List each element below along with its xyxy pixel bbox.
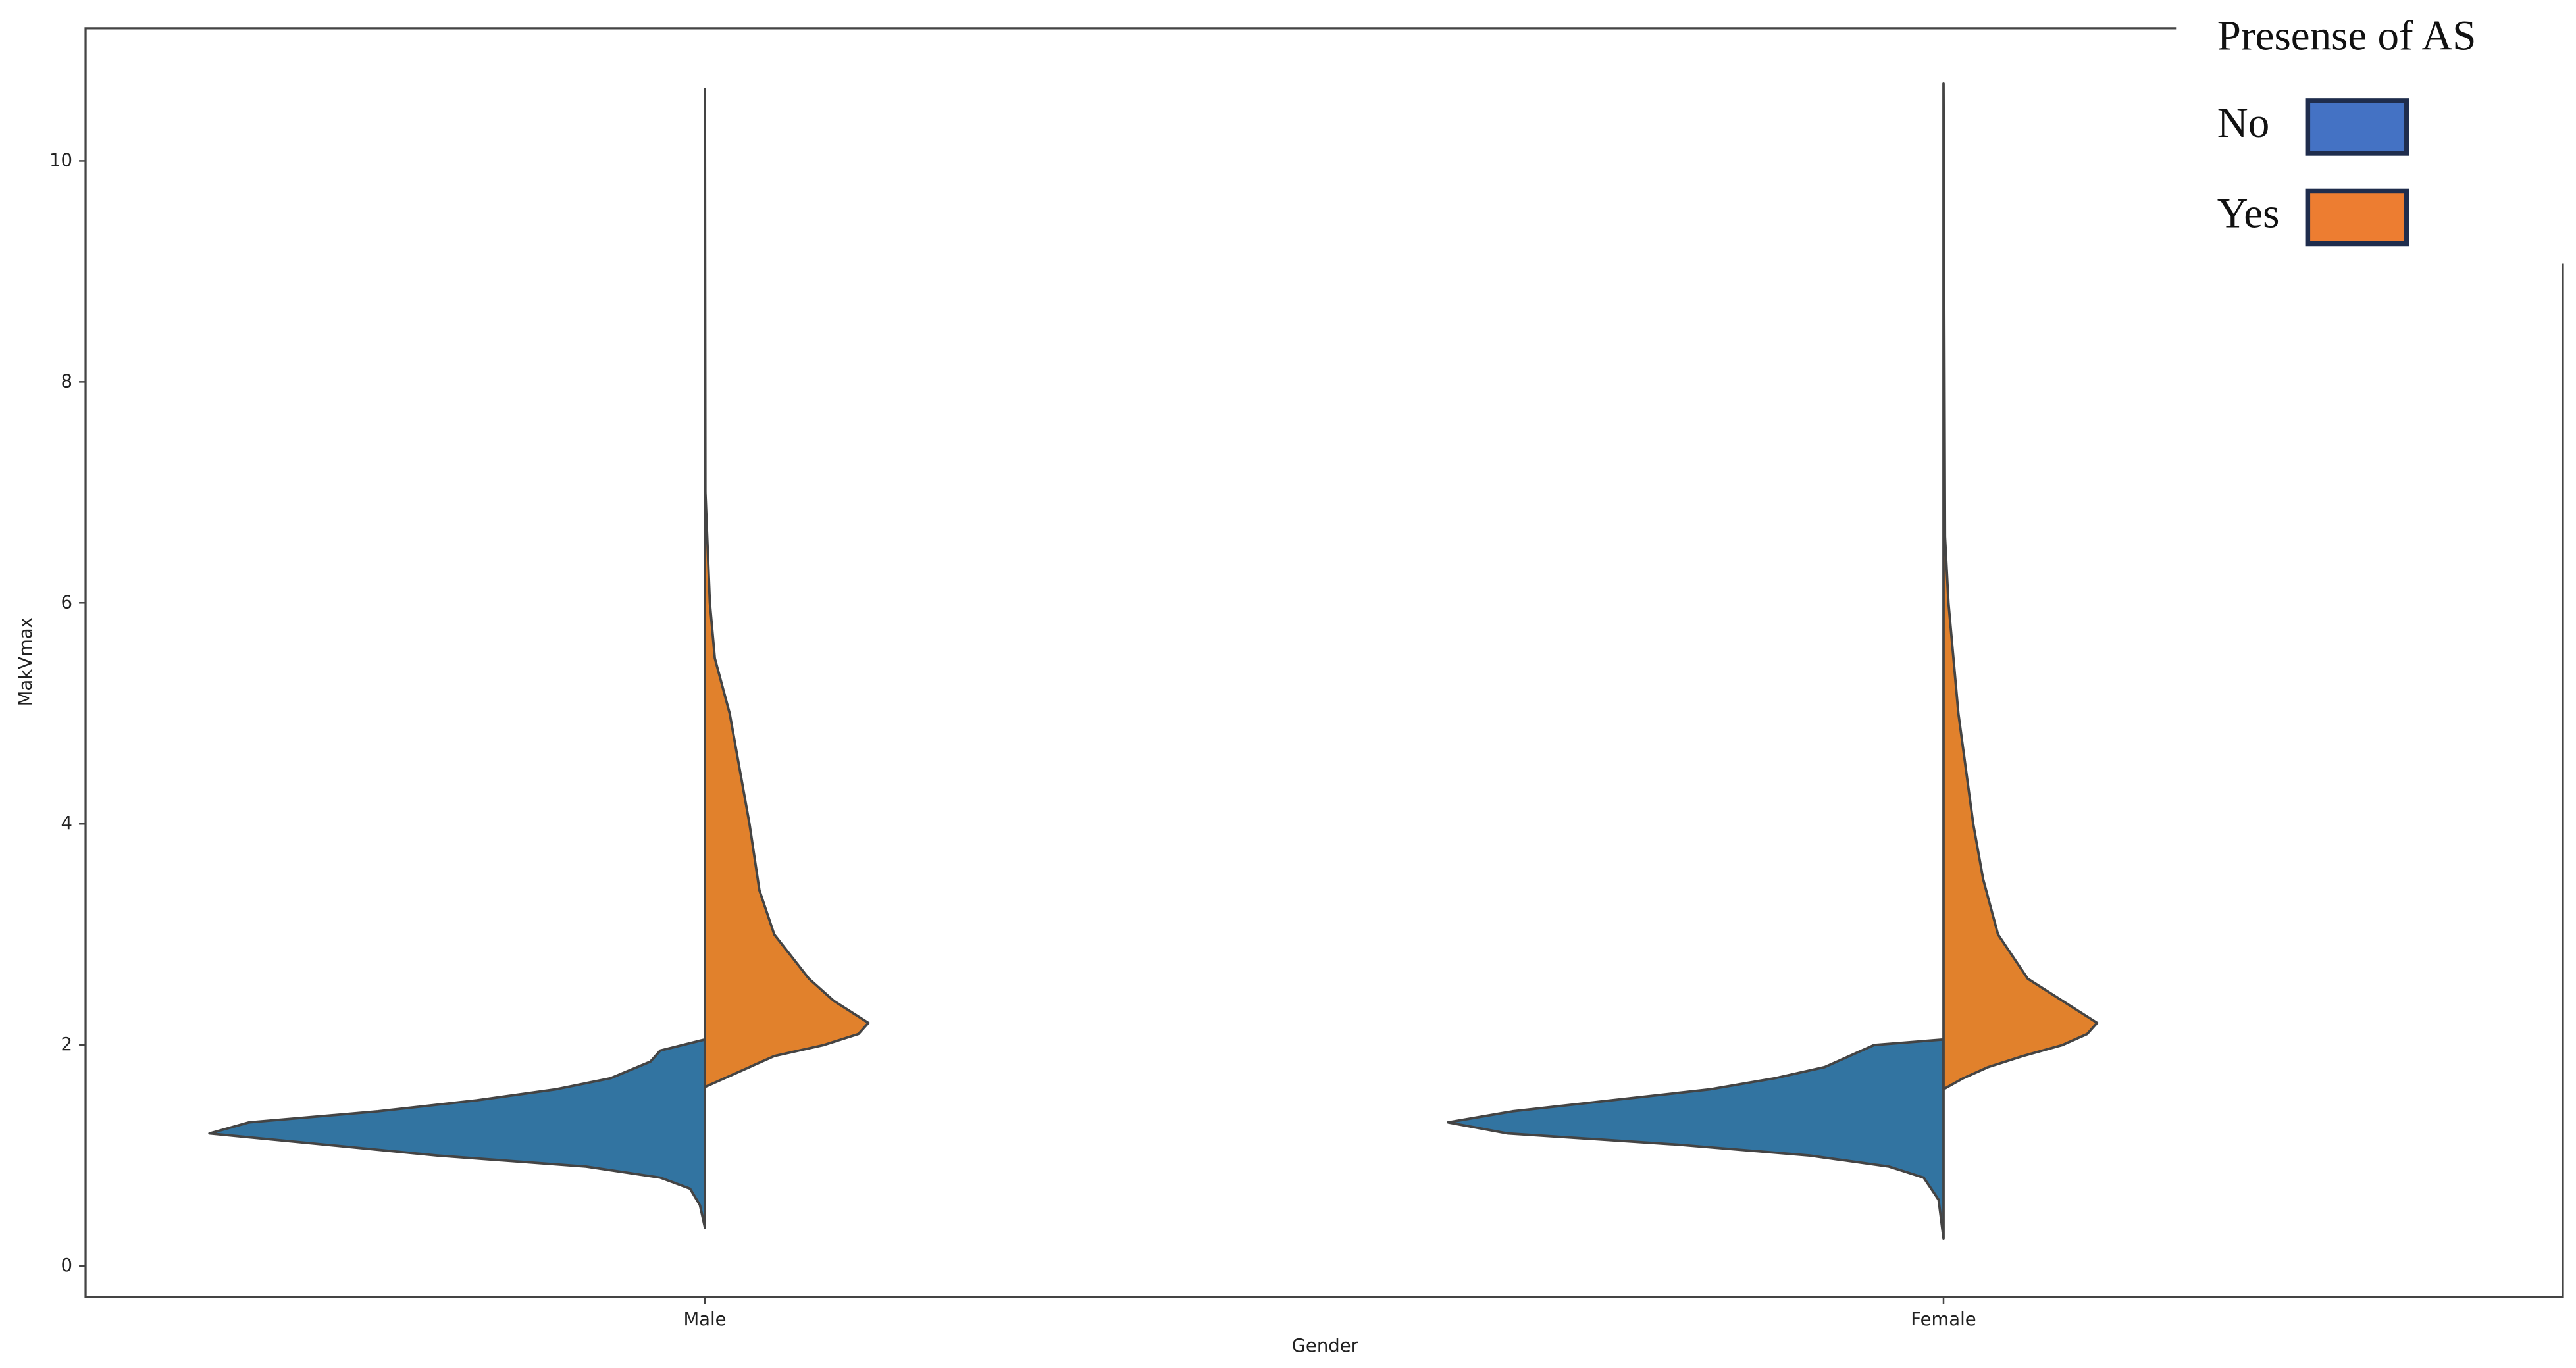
y-tick-label: 0	[61, 1255, 73, 1276]
y-tick-label: 8	[61, 370, 73, 392]
legend-swatch	[2305, 98, 2409, 156]
y-tick-label: 2	[61, 1034, 73, 1055]
y-axis-label: MakVmax	[15, 617, 36, 706]
x-tick-label: Female	[1911, 1309, 1976, 1330]
y-tick-label: 10	[49, 149, 72, 170]
violin-half	[208, 1038, 706, 1229]
x-axis-label: Gender	[1292, 1335, 1359, 1356]
legend-title: Presense of AS	[2217, 12, 2477, 59]
plot-frame	[84, 27, 2564, 1298]
violin-half	[1447, 1038, 1945, 1240]
legend-label: No	[2217, 99, 2269, 147]
violin-half	[704, 88, 870, 1088]
x-tick-label: Male	[683, 1309, 726, 1330]
y-tick-label: 4	[61, 813, 73, 834]
legend-swatch	[2305, 188, 2409, 247]
violin-half	[1942, 82, 2099, 1091]
y-tick-label: 6	[61, 592, 73, 613]
legend-label: Yes	[2217, 190, 2280, 237]
